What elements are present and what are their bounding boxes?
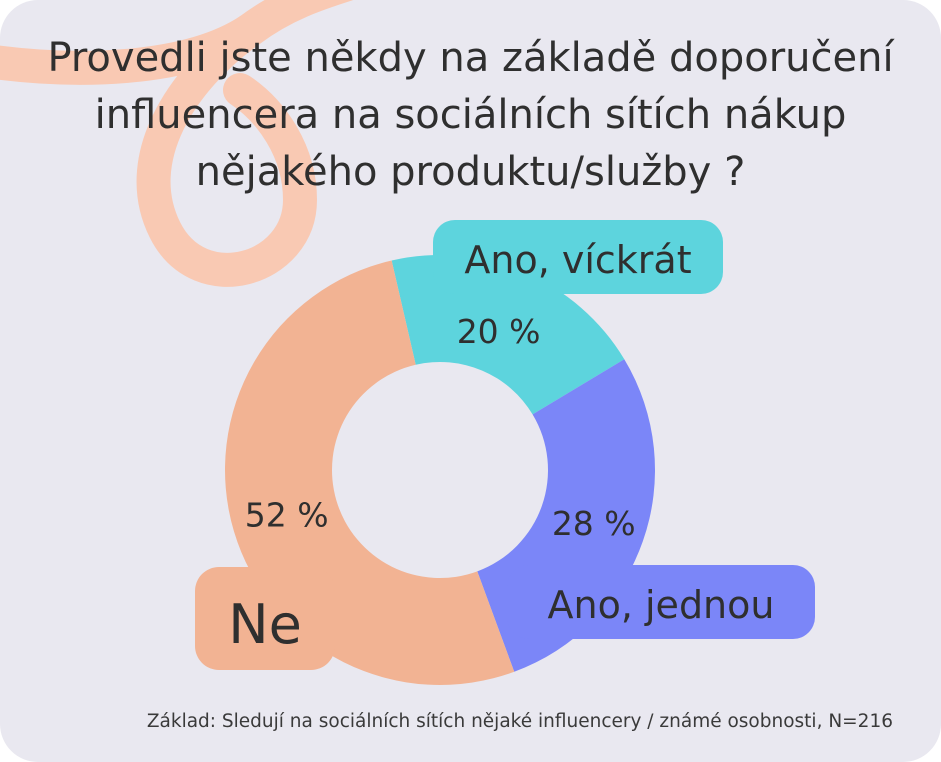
category-label: Ne — [228, 593, 302, 656]
label-ano-vickrat: Ano, víckrát — [433, 220, 723, 294]
label-pill — [507, 565, 815, 639]
category-label: Ano, jednou — [548, 583, 775, 627]
pct-label: 20 % — [457, 312, 541, 351]
pct-label: 28 % — [552, 504, 636, 543]
slice-ano-vickrat — [391, 255, 625, 415]
category-label: Ano, víckrát — [464, 238, 691, 282]
pct-label: 52 % — [245, 496, 329, 535]
chart-title: Provedli jste někdy na základě doporučen… — [47, 35, 894, 195]
label-ne: Ne — [195, 567, 335, 670]
footnote: Základ: Sledují na sociálních sítích něj… — [146, 711, 893, 732]
label-ano-jednou: Ano, jednou — [507, 565, 815, 639]
label-pill — [433, 220, 723, 294]
label-pill — [195, 567, 335, 670]
